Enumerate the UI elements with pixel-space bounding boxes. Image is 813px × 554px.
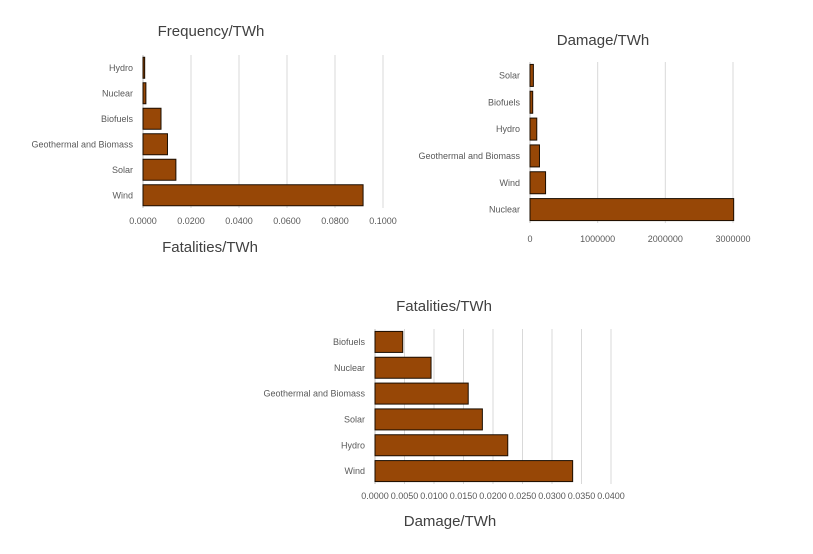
chart1-category-label: Wind [112,190,133,200]
chart3-title: Fatalities/TWh [396,298,492,315]
chart2-plot: 0 1000000 2000000 3000000 Nuclear Wind Geother… [418,62,751,244]
chart2-tick-label: 3000000 [715,234,750,244]
chart2-category-label: Solar [499,70,520,80]
chart1-tick-label: 0.0600 [273,216,301,226]
chart1-bar [142,133,168,156]
chart1-bar [142,158,177,181]
chart1-tick-label: 0.0200 [177,216,205,226]
chart3-tick-label: 0.0150 [450,491,478,501]
chart1-xlabel: Fatalities/TWh [162,239,258,256]
chart1-tick-label: 0.0000 [129,216,157,226]
chart1-category-label: Nuclear [102,88,133,98]
chart1-tick-label: 0.0800 [321,216,349,226]
chart3-category-label: Geothermal and Biomass [263,389,365,399]
chart3-bar [374,460,574,483]
chart3-category-label: Nuclear [334,363,365,373]
chart1-category-label: Geothermal and Biomass [31,139,133,149]
chart2-category-label: Nuclear [489,205,520,215]
chart2-bar [529,63,534,87]
chart2-bar [529,171,547,195]
chart2-category-label: Biofuels [488,97,521,107]
chart3-bar [374,356,432,379]
chart1-bar [142,184,364,207]
chart2-title: Damage/TWh [557,32,650,49]
chart3-tick-label: 0.0200 [479,491,507,501]
chart3-tick-label: 0.0350 [568,491,596,501]
chart3-category-label: Hydro [341,440,365,450]
chart3-category-label: Solar [344,414,365,424]
chart1-category-label: Biofuels [101,114,134,124]
chart3-tick-label: 0.0050 [391,491,419,501]
chart2-tick-label: 2000000 [648,234,683,244]
chart2-tick-label: 0 [527,234,532,244]
chart3-bar [374,330,404,353]
chart1-bar [142,107,162,130]
chart3-bar [374,382,469,405]
chart3-tick-label: 0.0400 [597,491,625,501]
chart3-tick-label: 0.0100 [420,491,448,501]
chart2-category-label: Wind [499,178,520,188]
chart3-tick-label: 0.0250 [509,491,537,501]
chart1-bar [142,56,146,79]
chart3-xlabel: Damage/TWh [404,513,497,530]
chart3-category-label: Wind [344,466,365,476]
chart2-bar [529,198,735,222]
chart1-title: Frequency/TWh [158,23,265,40]
chart3-tick-label: 0.0300 [538,491,566,501]
chart2-bar [529,117,538,141]
chart3-plot: 0.0000 0.0050 0.0100 0.0150 0.0200 0.0250 0.03… [263,329,625,501]
chart1-tick-label: 0.1000 [369,216,397,226]
chart3-category-label: Biofuels [333,337,366,347]
chart2-category-label: Hydro [496,124,520,134]
chart1-category-label: Solar [112,165,133,175]
chart3-bar [374,434,509,457]
chart2-tick-label: 1000000 [580,234,615,244]
chart2-bar [529,144,540,168]
chart1-plot: 0.0000 0.0200 0.0400 0.0600 0.0800 0.1000 Wind… [31,55,397,226]
chart2-category-label: Geothermal and Biomass [418,151,520,161]
chart2-bar [529,90,534,114]
chart1-category-label: Hydro [109,63,133,73]
chart1-bar [142,82,147,105]
chart3-bar [374,408,483,431]
chart1-tick-label: 0.0400 [225,216,253,226]
chart3-tick-label: 0.0000 [361,491,389,501]
